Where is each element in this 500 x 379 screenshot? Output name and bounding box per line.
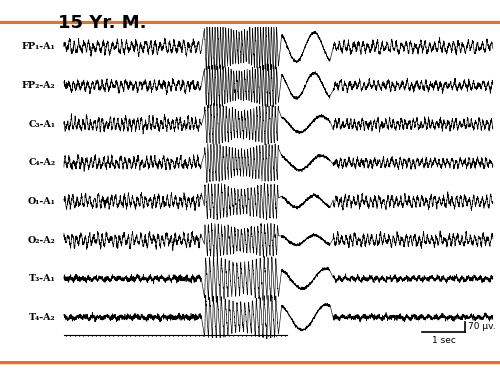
Text: O₁-A₁: O₁-A₁: [28, 197, 56, 206]
Text: O₂-A₂: O₂-A₂: [28, 235, 56, 244]
Text: 15 Yr. M.: 15 Yr. M.: [58, 14, 146, 32]
Text: FP₂-A₂: FP₂-A₂: [22, 81, 56, 90]
Text: T₃-A₁: T₃-A₁: [28, 274, 56, 283]
Text: 70 μv.: 70 μv.: [468, 322, 496, 331]
Text: T₄-A₂: T₄-A₂: [28, 313, 56, 322]
Text: ®: ®: [49, 6, 56, 14]
Text: Source: Semin Neurol © 2003 Thieme Medical Publishers: Source: Semin Neurol © 2003 Thieme Medic…: [120, 367, 380, 376]
Text: 1 sec: 1 sec: [432, 336, 456, 345]
Text: C₃-A₁: C₃-A₁: [28, 120, 56, 129]
Text: FP₁-A₁: FP₁-A₁: [22, 42, 56, 52]
Text: www.medscape.com: www.medscape.com: [140, 5, 260, 18]
Text: Medscape: Medscape: [8, 5, 74, 18]
Text: C₄-A₂: C₄-A₂: [28, 158, 56, 167]
